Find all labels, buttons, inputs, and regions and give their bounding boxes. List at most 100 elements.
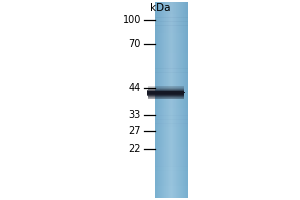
Bar	[154, 155, 188, 159]
Bar	[147, 93, 184, 94]
Bar	[169, 2, 170, 198]
Bar	[148, 95, 184, 96]
Bar	[154, 17, 188, 22]
Bar	[154, 2, 188, 6]
Bar	[154, 182, 188, 186]
Bar	[162, 2, 163, 198]
Text: 70: 70	[129, 39, 141, 49]
Bar	[162, 2, 163, 198]
Bar	[147, 90, 184, 91]
Bar	[185, 2, 186, 198]
Bar	[148, 88, 184, 89]
Bar	[154, 127, 188, 131]
Bar	[154, 115, 188, 120]
Bar	[156, 2, 157, 198]
Bar	[154, 147, 188, 151]
Bar	[171, 2, 172, 198]
Bar	[169, 2, 170, 198]
Bar	[173, 2, 174, 198]
Bar	[173, 2, 174, 198]
Bar	[156, 2, 157, 198]
Bar	[147, 92, 184, 93]
Bar	[154, 163, 188, 167]
Bar	[154, 119, 188, 124]
Bar	[177, 2, 178, 198]
Bar	[154, 123, 188, 127]
Bar	[154, 139, 188, 143]
Bar	[147, 91, 184, 92]
Bar	[154, 53, 188, 57]
Bar	[184, 2, 185, 198]
Bar	[183, 2, 184, 198]
Bar	[171, 2, 172, 198]
Bar	[147, 94, 184, 95]
Bar	[154, 33, 188, 37]
Bar	[179, 2, 180, 198]
Bar	[154, 21, 188, 26]
Bar	[154, 65, 188, 69]
Bar	[148, 97, 184, 98]
Bar	[159, 2, 160, 198]
Bar	[174, 2, 175, 198]
Bar	[180, 2, 181, 198]
Bar	[166, 2, 167, 198]
Bar	[154, 170, 188, 174]
Bar	[155, 2, 156, 198]
Bar	[181, 2, 182, 198]
Bar	[154, 2, 155, 198]
Bar	[176, 2, 177, 198]
Bar	[154, 186, 188, 190]
Bar	[154, 37, 188, 41]
Bar	[148, 86, 184, 87]
Bar	[154, 76, 188, 80]
Bar	[148, 98, 184, 99]
Bar	[185, 2, 186, 198]
Bar	[184, 2, 185, 198]
Bar	[154, 10, 188, 14]
Bar	[167, 2, 168, 198]
Text: 33: 33	[129, 110, 141, 120]
Bar	[175, 2, 176, 198]
Text: kDa: kDa	[150, 3, 170, 13]
Bar	[186, 2, 187, 198]
Bar	[154, 80, 188, 84]
Bar	[148, 95, 184, 96]
Bar	[154, 174, 188, 178]
Bar	[154, 143, 188, 147]
Bar	[175, 2, 176, 198]
Bar	[154, 159, 188, 163]
Bar	[154, 108, 188, 112]
Bar	[154, 166, 188, 171]
Bar	[160, 2, 161, 198]
Bar	[164, 2, 165, 198]
Bar	[163, 2, 164, 198]
Bar	[157, 2, 158, 198]
Bar	[176, 2, 177, 198]
Bar	[154, 84, 188, 88]
Bar	[154, 57, 188, 61]
Bar	[164, 2, 165, 198]
Bar	[154, 100, 188, 104]
Bar	[154, 72, 188, 76]
Text: 27: 27	[128, 126, 141, 136]
Bar	[154, 49, 188, 53]
Bar	[154, 61, 188, 65]
Text: 44: 44	[129, 83, 141, 93]
Bar	[161, 2, 162, 198]
Bar	[170, 2, 171, 198]
Bar	[178, 2, 179, 198]
Bar	[187, 2, 188, 198]
Bar	[148, 96, 184, 97]
Bar	[147, 91, 184, 92]
Bar	[154, 131, 188, 135]
Bar	[177, 2, 178, 198]
Bar	[154, 135, 188, 139]
Bar	[165, 2, 166, 198]
Bar	[161, 2, 162, 198]
Bar	[154, 6, 188, 10]
Bar	[154, 68, 188, 73]
Bar	[174, 2, 175, 198]
Bar	[172, 2, 173, 198]
Bar	[154, 25, 188, 29]
Bar	[154, 14, 188, 18]
